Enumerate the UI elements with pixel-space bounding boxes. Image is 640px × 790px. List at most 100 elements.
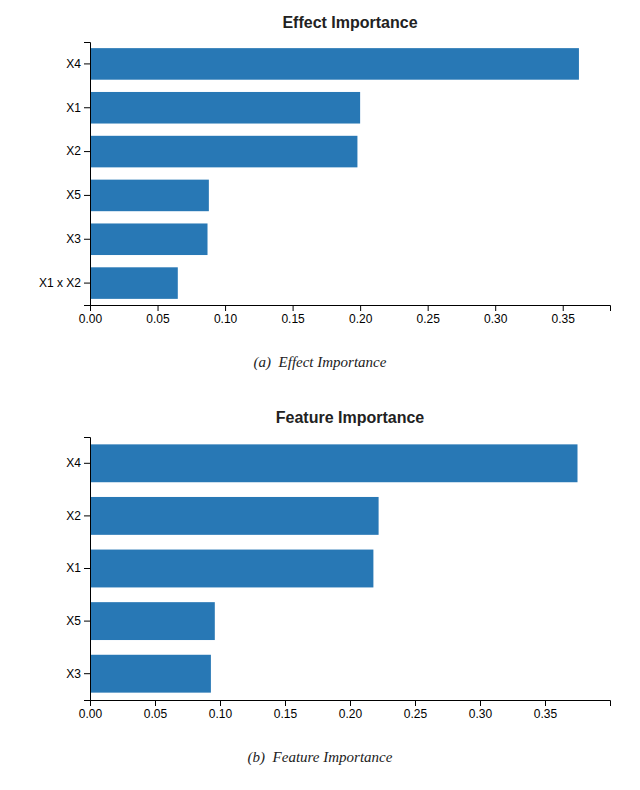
bar [90, 48, 579, 80]
tick-mark [415, 700, 416, 706]
tick-label: 0.00 [79, 707, 103, 721]
tick-label: X1 [66, 101, 81, 115]
tick-label: 0.10 [214, 312, 238, 326]
tick: 0.05 [144, 700, 168, 721]
tick: 0.15 [281, 305, 305, 326]
tick-mark [350, 700, 351, 706]
tick-label: X1 x X2 [39, 276, 81, 290]
tick-label: 0.20 [339, 707, 363, 721]
tick: 0.20 [349, 305, 373, 326]
tick-mark [158, 305, 159, 311]
tick: 0.25 [404, 700, 428, 721]
tick-mark [84, 515, 90, 516]
tick-label: X1 [66, 561, 81, 575]
tick: X3 [66, 232, 90, 246]
tick: X2 [66, 144, 90, 158]
tick: X2 [66, 509, 90, 523]
tick-label: 0.00 [79, 312, 103, 326]
tick-label: 0.35 [552, 312, 576, 326]
tick: X4 [66, 57, 90, 71]
tick: 0.10 [209, 700, 233, 721]
tick-mark [225, 305, 226, 311]
title: Effect Importance [282, 14, 417, 31]
bar [90, 550, 373, 588]
bar [90, 602, 215, 640]
tick-mark [220, 700, 221, 706]
title: Feature Importance [276, 409, 425, 426]
bar [90, 136, 357, 168]
tick: 0.10 [214, 305, 238, 326]
axis-line [91, 701, 611, 707]
category-axis: X4 X1 X2 X5 X3 X1 x X2 [39, 43, 91, 306]
panel: 0.00 0.05 0.10 0.15 0.20 0.25 0.30 0.35 X4 X1 X2 X5… [39, 14, 611, 371]
tick-label: 0.05 [144, 707, 168, 721]
tick-mark [84, 568, 90, 569]
tick: X5 [66, 614, 90, 628]
tick-mark [84, 621, 90, 622]
tick-mark [293, 305, 294, 311]
tick-mark [84, 151, 90, 152]
axis-line [84, 438, 91, 701]
tick-label: 0.30 [484, 312, 508, 326]
category-axis: X4 X2 X1 X5 X3 [66, 438, 90, 701]
tick-mark [84, 63, 90, 64]
tick-mark [84, 283, 90, 284]
bars [90, 48, 579, 299]
tick: 0.30 [469, 700, 493, 721]
tick-label: X3 [66, 667, 81, 681]
tick-label: 0.25 [404, 707, 428, 721]
tick-label: 0.20 [349, 312, 373, 326]
tick: 0.20 [339, 700, 363, 721]
axis-line [91, 306, 611, 312]
tick-mark [495, 305, 496, 311]
tick-label: 0.15 [274, 707, 298, 721]
bar [90, 444, 578, 482]
tick-mark [155, 700, 156, 706]
caption: (a) Effect Importance [254, 354, 387, 371]
tick: 0.05 [146, 305, 170, 326]
axis-line [84, 43, 91, 306]
tick-label: 0.35 [534, 707, 558, 721]
tick: 0.30 [484, 305, 508, 326]
tick: 0.00 [79, 305, 103, 326]
chart-canvas: 0.00 0.05 0.10 0.15 0.20 0.25 0.30 0.35 X4 X1 X2 X5… [0, 0, 640, 790]
tick: 0.15 [274, 700, 298, 721]
tick-label: X4 [66, 57, 81, 71]
tick: X4 [66, 456, 90, 470]
value-axis: 0.00 0.05 0.10 0.15 0.20 0.25 0.30 0.35 [79, 700, 611, 721]
tick-label: 0.05 [146, 312, 170, 326]
tick-mark [360, 305, 361, 311]
tick-mark [84, 107, 90, 108]
tick-label: 0.30 [469, 707, 493, 721]
tick-mark [285, 700, 286, 706]
tick: X1 x X2 [39, 276, 90, 290]
tick-mark [428, 305, 429, 311]
tick-label: 0.25 [416, 312, 440, 326]
tick-label: 0.10 [209, 707, 233, 721]
tick-label: X3 [66, 232, 81, 246]
panel: 0.00 0.05 0.10 0.15 0.20 0.25 0.30 0.35 X4 X2 X1 X5… [66, 409, 610, 766]
tick-mark [545, 700, 546, 706]
value-axis: 0.00 0.05 0.10 0.15 0.20 0.25 0.30 0.35 [79, 305, 611, 326]
bar [90, 497, 379, 535]
tick-label: X5 [66, 614, 81, 628]
tick-mark [563, 305, 564, 311]
tick: 0.35 [552, 305, 576, 326]
tick: 0.35 [534, 700, 558, 721]
tick-label: X4 [66, 456, 81, 470]
tick-mark [84, 673, 90, 674]
tick-label: X2 [66, 509, 81, 523]
caption: (b) Feature Importance [248, 749, 393, 766]
tick-label: X2 [66, 144, 81, 158]
bar [90, 655, 211, 693]
tick-mark [84, 195, 90, 196]
tick: X1 [66, 101, 90, 115]
tick-label: 0.15 [281, 312, 305, 326]
tick: 0.00 [79, 700, 103, 721]
tick-mark [84, 239, 90, 240]
tick-label: X5 [66, 188, 81, 202]
tick-mark [84, 463, 90, 464]
bar [90, 180, 209, 212]
bars [90, 444, 578, 692]
tick-mark [480, 700, 481, 706]
